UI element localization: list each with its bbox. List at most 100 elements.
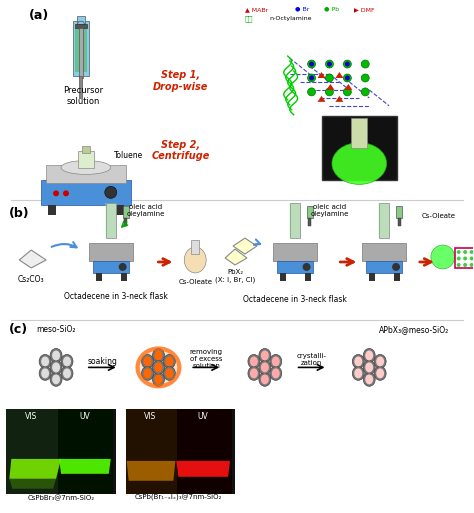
Ellipse shape	[153, 361, 164, 374]
Ellipse shape	[61, 161, 111, 174]
Text: ▶ DMF: ▶ DMF	[354, 7, 375, 12]
Bar	[280, 273, 286, 281]
Text: n-Octylamine: n-Octylamine	[270, 16, 312, 21]
Text: Step 1,
Drop-wise: Step 1, Drop-wise	[153, 70, 208, 92]
Polygon shape	[225, 249, 247, 265]
Circle shape	[326, 88, 333, 96]
Ellipse shape	[155, 362, 163, 372]
Bar	[378, 203, 390, 238]
Bar	[455, 248, 474, 268]
Ellipse shape	[352, 354, 364, 368]
Circle shape	[343, 74, 351, 82]
Ellipse shape	[261, 350, 269, 361]
Bar	[126, 409, 177, 494]
Ellipse shape	[50, 372, 62, 386]
Circle shape	[457, 263, 461, 267]
Bar	[305, 273, 310, 281]
Bar	[82, 146, 90, 152]
Ellipse shape	[39, 366, 51, 380]
Bar	[321, 116, 397, 181]
Ellipse shape	[41, 368, 49, 378]
Polygon shape	[59, 459, 111, 474]
Bar	[273, 243, 317, 261]
Text: 〰〰: 〰〰	[245, 15, 254, 22]
Bar	[177, 409, 232, 494]
Text: (a): (a)	[29, 9, 49, 22]
Bar	[379, 203, 389, 238]
Text: CsPb(Br₁₋ₓIₓ)₃@7nm-SiO₂: CsPb(Br₁₋ₓIₓ)₃@7nm-SiO₂	[135, 494, 222, 501]
Ellipse shape	[155, 350, 163, 361]
Ellipse shape	[259, 361, 271, 374]
Bar	[89, 243, 133, 261]
Ellipse shape	[270, 366, 282, 380]
Polygon shape	[345, 84, 352, 90]
Bar	[96, 273, 102, 281]
Text: CsPbBr₃@7nm-SiO₂: CsPbBr₃@7nm-SiO₂	[27, 495, 95, 501]
Text: Cs-Oleate: Cs-Oleate	[178, 279, 212, 285]
Bar	[77, 16, 85, 24]
Ellipse shape	[41, 357, 49, 366]
Polygon shape	[9, 479, 56, 489]
Text: PbX₂
(X: I, Br, Cl): PbX₂ (X: I, Br, Cl)	[215, 269, 255, 283]
Text: Octadecene in 3-neck flask: Octadecene in 3-neck flask	[243, 295, 346, 304]
Ellipse shape	[164, 366, 175, 380]
Bar	[93, 261, 128, 273]
Circle shape	[326, 74, 333, 82]
Bar	[41, 181, 131, 205]
Circle shape	[470, 263, 474, 267]
Ellipse shape	[63, 357, 71, 366]
Ellipse shape	[248, 366, 260, 380]
Text: APbX₃@meso-SiO₂: APbX₃@meso-SiO₂	[379, 325, 449, 334]
Ellipse shape	[352, 366, 364, 380]
Bar	[351, 118, 367, 148]
Ellipse shape	[144, 368, 152, 378]
Ellipse shape	[52, 350, 60, 361]
Ellipse shape	[52, 362, 60, 372]
Bar	[6, 409, 116, 494]
Bar	[121, 273, 127, 281]
Text: meso-SiO₂: meso-SiO₂	[36, 325, 76, 334]
Ellipse shape	[259, 372, 271, 386]
Bar	[369, 273, 375, 281]
Circle shape	[118, 263, 127, 271]
Bar	[396, 206, 402, 218]
Bar	[394, 273, 400, 281]
Ellipse shape	[142, 366, 154, 380]
Bar	[398, 218, 401, 226]
Ellipse shape	[272, 368, 280, 378]
Bar	[289, 203, 301, 238]
Ellipse shape	[164, 354, 175, 368]
Bar	[277, 261, 312, 273]
Circle shape	[470, 250, 474, 254]
Circle shape	[392, 263, 400, 271]
Circle shape	[457, 256, 461, 261]
Text: Octadecene in 3-neck flask: Octadecene in 3-neck flask	[64, 292, 168, 301]
Ellipse shape	[136, 346, 182, 388]
Ellipse shape	[376, 368, 384, 378]
Polygon shape	[318, 96, 326, 102]
Ellipse shape	[165, 357, 173, 366]
Circle shape	[309, 62, 314, 67]
Circle shape	[308, 60, 316, 68]
Polygon shape	[327, 84, 335, 90]
Circle shape	[308, 74, 316, 82]
Ellipse shape	[365, 362, 373, 372]
Bar	[123, 206, 128, 218]
Bar	[6, 409, 58, 494]
Text: VIS: VIS	[145, 411, 156, 421]
Ellipse shape	[144, 357, 152, 366]
Bar	[75, 24, 87, 28]
Polygon shape	[127, 461, 175, 481]
Ellipse shape	[250, 368, 258, 378]
Text: crystalli-
zation: crystalli- zation	[297, 353, 327, 366]
Bar	[105, 203, 117, 238]
Circle shape	[302, 263, 310, 271]
Text: Toluene: Toluene	[114, 151, 143, 160]
Circle shape	[343, 60, 351, 68]
Polygon shape	[176, 461, 230, 477]
Text: oleic acid
oleylamine: oleic acid oleylamine	[127, 204, 165, 217]
Bar	[362, 243, 406, 261]
Bar	[79, 28, 83, 78]
Polygon shape	[9, 459, 61, 479]
Ellipse shape	[363, 361, 375, 374]
